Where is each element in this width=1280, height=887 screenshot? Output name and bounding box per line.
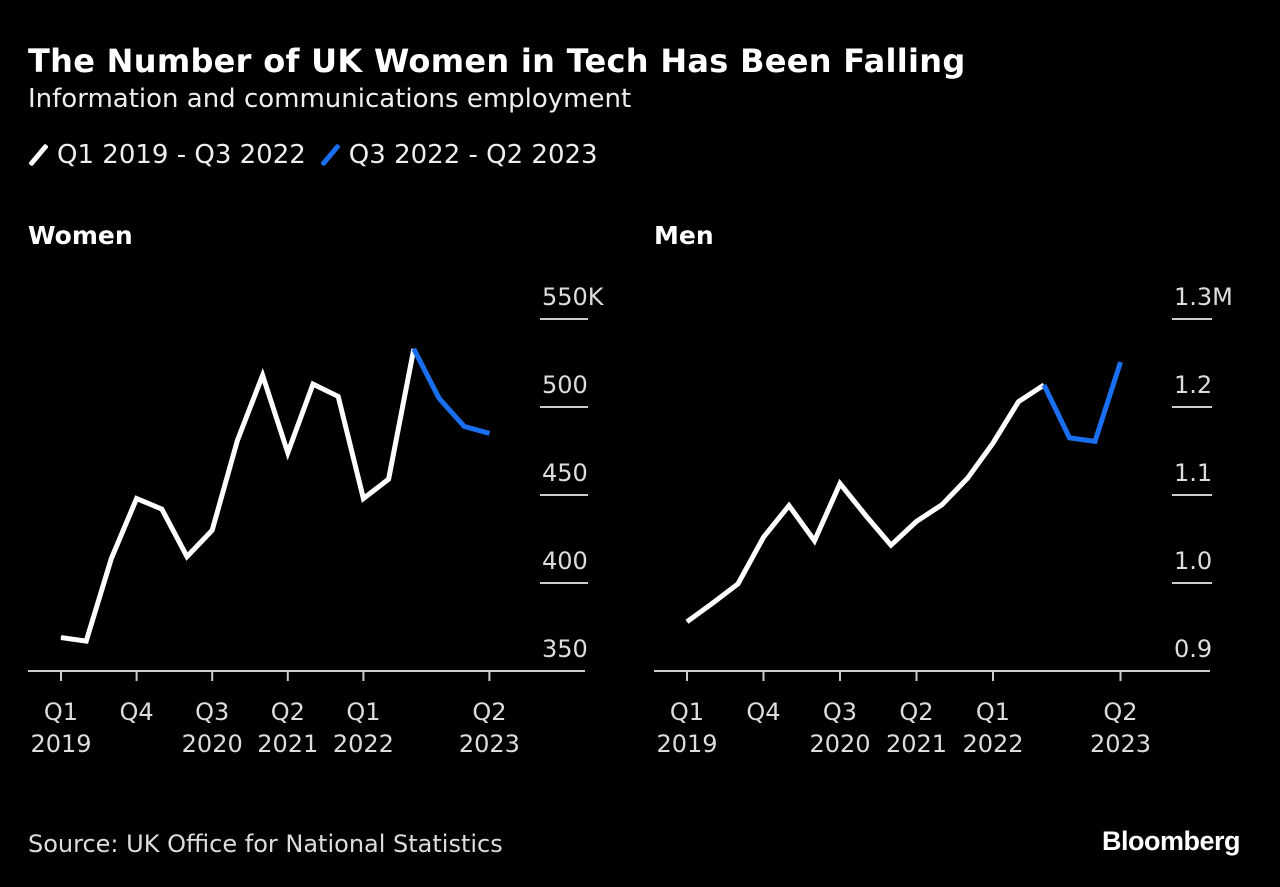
data-point <box>488 432 490 434</box>
data-point <box>110 557 112 559</box>
data-point <box>1069 437 1070 439</box>
data-point <box>186 556 188 558</box>
x-tick-label: Q4 <box>120 698 154 726</box>
data-point <box>763 536 764 538</box>
legend-label: Q3 2022 - Q2 2023 <box>348 140 598 170</box>
x-tick-label: 2019 <box>656 730 717 758</box>
x-tick-label: 2021 <box>257 730 318 758</box>
y-tick-label: 1.0 <box>1174 547 1212 575</box>
y-tick-label: 350 <box>542 635 588 663</box>
bloomberg-logo: Bloomberg <box>1101 826 1241 856</box>
data-point <box>60 637 62 639</box>
data-point <box>941 504 943 506</box>
data-point <box>839 483 841 485</box>
chart-subtitle: Information and communications employmen… <box>28 84 632 114</box>
x-tick-label: Q4 <box>746 698 780 726</box>
x-tick-label: Q3 <box>823 698 857 726</box>
legend: Q1 2019 - Q3 2022 Q3 2022 - Q2 2023 <box>28 140 598 170</box>
x-tick-label: 2023 <box>1090 730 1151 758</box>
data-point <box>1043 384 1045 386</box>
data-point <box>916 520 917 522</box>
data-point <box>1094 440 1096 442</box>
y-tick-label: 550K <box>542 283 605 311</box>
x-tick-label: Q1 <box>670 698 704 726</box>
x-tick-label: Q3 <box>195 698 229 726</box>
data-point <box>287 452 289 454</box>
legend-label: Q1 2019 - Q3 2022 <box>57 140 306 170</box>
series-line-white <box>60 348 417 644</box>
series-line-white <box>685 382 1046 624</box>
data-point <box>161 508 163 510</box>
series-line-blue <box>411 347 491 436</box>
data-point <box>712 602 713 604</box>
data-point <box>262 374 264 376</box>
panel-title: Men <box>654 221 714 250</box>
y-tick-label: 450 <box>542 459 588 487</box>
x-tick-label: Q1 <box>44 698 78 726</box>
x-tick-label: 2020 <box>809 730 870 758</box>
source-note: Source: UK Office for National Statistic… <box>28 830 503 858</box>
x-tick-label: Q2 <box>271 698 305 726</box>
y-tick-label: 400 <box>542 547 588 575</box>
data-point <box>814 540 815 542</box>
data-point <box>413 348 415 350</box>
x-tick-label: Q1 <box>346 698 380 726</box>
data-point <box>211 529 213 531</box>
data-point <box>136 498 138 500</box>
data-point <box>992 442 994 444</box>
data-point <box>337 395 339 397</box>
y-tick-label: 1.3M <box>1174 283 1233 311</box>
y-tick-label: 1.1 <box>1174 459 1212 487</box>
x-tick-label: 2021 <box>886 730 947 758</box>
data-point <box>865 514 866 516</box>
x-tick-label: 2022 <box>962 730 1023 758</box>
data-point <box>438 397 440 399</box>
x-tick-label: 2022 <box>333 730 394 758</box>
data-point <box>890 544 892 546</box>
y-tick-label: 0.9 <box>1174 635 1212 663</box>
data-point <box>737 583 739 585</box>
chart-title: The Number of UK Women in Tech Has Been … <box>28 42 966 80</box>
y-tick-label: 500 <box>542 371 588 399</box>
x-tick-label: 2023 <box>459 730 520 758</box>
x-tick-label: Q2 <box>899 698 933 726</box>
x-tick-label: Q2 <box>472 698 506 726</box>
x-tick-label: 2020 <box>182 730 243 758</box>
data-point <box>788 505 790 507</box>
x-tick-label: Q1 <box>976 698 1010 726</box>
y-tick-label: 1.2 <box>1174 371 1212 399</box>
data-point <box>1018 401 1019 403</box>
data-point <box>312 383 314 385</box>
data-point <box>236 439 238 441</box>
data-point <box>362 498 364 500</box>
data-point <box>1120 361 1121 363</box>
data-point <box>967 477 968 479</box>
data-point <box>686 621 688 623</box>
data-point <box>463 425 465 427</box>
data-point <box>388 478 390 480</box>
data-point <box>85 640 87 642</box>
x-tick-label: 2019 <box>30 730 91 758</box>
panel-title: Women <box>28 221 133 250</box>
series-line-blue <box>1041 361 1123 445</box>
x-tick-label: Q2 <box>1103 698 1137 726</box>
